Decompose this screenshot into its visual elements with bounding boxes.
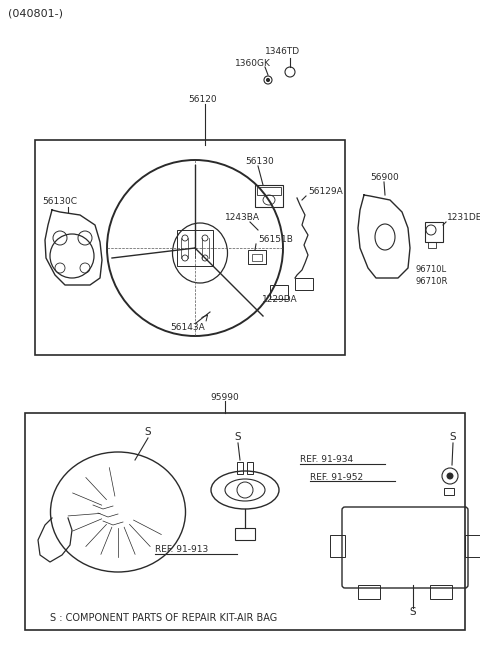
Bar — [247, 462, 253, 474]
Text: 96710R: 96710R — [416, 276, 448, 286]
Bar — [430, 585, 452, 599]
Text: REF. 91-934: REF. 91-934 — [300, 455, 353, 464]
Text: 56130: 56130 — [245, 157, 274, 166]
Text: 56130C: 56130C — [42, 198, 77, 206]
Bar — [177, 230, 213, 266]
Text: 96710L: 96710L — [416, 265, 447, 274]
Bar — [248, 250, 266, 264]
Text: REF. 91-952: REF. 91-952 — [310, 472, 363, 481]
Text: 56151B: 56151B — [258, 236, 293, 244]
Bar — [465, 535, 480, 557]
Bar — [428, 242, 436, 248]
Text: 1231DE: 1231DE — [447, 214, 480, 223]
Circle shape — [447, 473, 453, 479]
Text: 56120: 56120 — [188, 96, 216, 105]
Bar — [252, 254, 262, 261]
Bar — [444, 488, 454, 495]
Text: (040801-): (040801-) — [8, 9, 63, 19]
Bar — [255, 185, 283, 207]
Bar — [235, 528, 255, 540]
Bar — [330, 535, 345, 557]
Text: 1360GK: 1360GK — [235, 58, 271, 67]
Text: 56143A: 56143A — [170, 324, 205, 333]
Circle shape — [266, 79, 269, 81]
Bar — [358, 585, 380, 599]
Bar — [425, 222, 443, 242]
Text: S: S — [235, 432, 241, 442]
Bar — [270, 285, 288, 299]
Text: S: S — [410, 607, 416, 617]
Bar — [35, 140, 345, 355]
Text: 1346TD: 1346TD — [265, 48, 300, 56]
Text: 56900: 56900 — [370, 174, 399, 183]
Text: S: S — [450, 432, 456, 442]
Bar — [237, 462, 243, 474]
Bar — [25, 413, 465, 630]
Text: 1229DA: 1229DA — [262, 295, 298, 305]
Text: S: S — [144, 427, 151, 437]
Text: 1243BA: 1243BA — [225, 214, 260, 223]
Text: S : COMPONENT PARTS OF REPAIR KIT-AIR BAG: S : COMPONENT PARTS OF REPAIR KIT-AIR BA… — [50, 613, 277, 623]
Bar — [295, 278, 313, 290]
Text: REF. 91-913: REF. 91-913 — [155, 546, 208, 555]
Bar — [257, 187, 281, 195]
Text: 56129A: 56129A — [308, 187, 343, 196]
Text: 95990: 95990 — [211, 392, 240, 402]
